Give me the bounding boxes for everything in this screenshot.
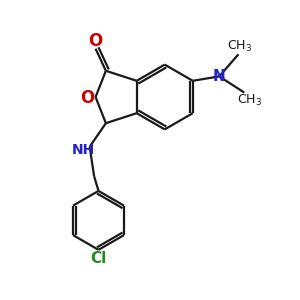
Text: O: O	[88, 32, 103, 50]
Text: CH$_3$: CH$_3$	[237, 93, 262, 108]
Text: O: O	[80, 89, 94, 107]
Text: Cl: Cl	[90, 251, 106, 266]
Text: NH: NH	[72, 143, 95, 157]
Text: N: N	[213, 69, 226, 84]
Text: CH$_3$: CH$_3$	[227, 38, 252, 54]
